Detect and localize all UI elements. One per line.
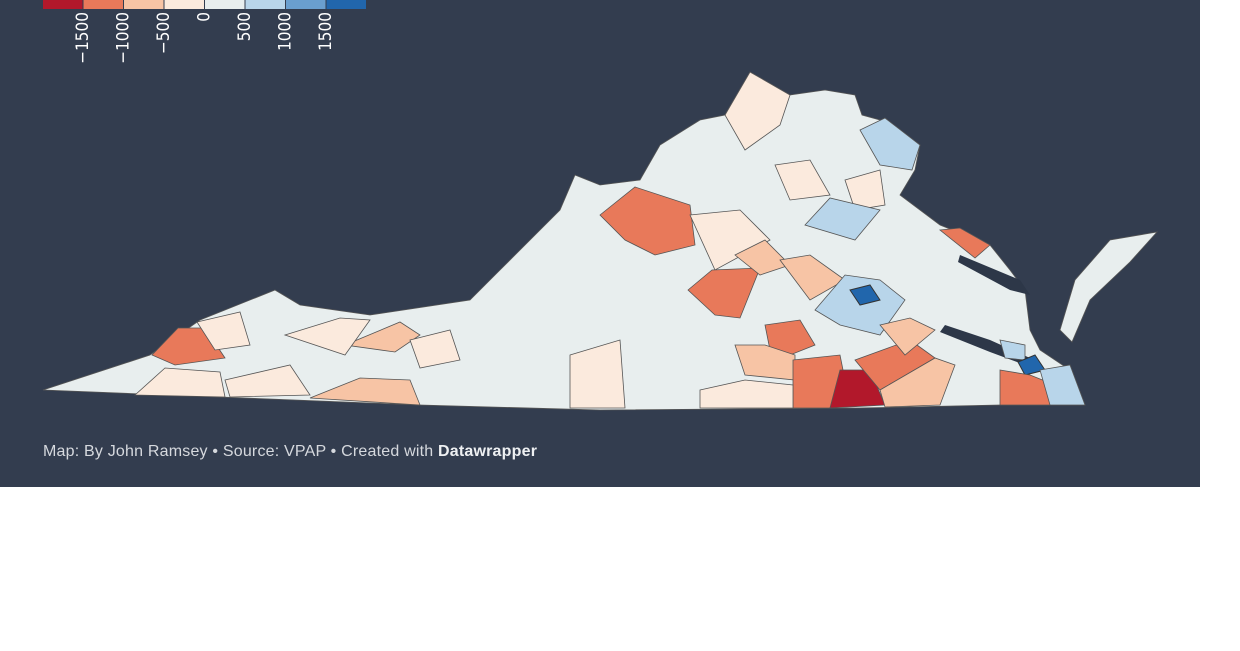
legend-label: −1500 (73, 12, 93, 64)
legend-swatch (326, 0, 366, 9)
legend-swatch (83, 0, 123, 9)
legend-label: −1000 (114, 12, 134, 64)
legend-label: −500 (154, 12, 174, 54)
brand: Datawrapper (438, 443, 538, 460)
credit: Map: By John Ramsey • Source: VPAP • Cre… (43, 443, 438, 460)
legend-label: 500 (235, 12, 255, 41)
legend-swatch (205, 0, 245, 9)
legend-label: 1000 (276, 12, 296, 51)
legend-swatch (164, 0, 204, 9)
legend-swatch (124, 0, 164, 9)
footer: Map: By John Ramsey • Source: VPAP • Cre… (43, 443, 537, 461)
legend: −1500 −1000 −500 0 500 1000 1500 (43, 0, 366, 64)
legend-swatch (43, 0, 83, 9)
map: −1500 −1000 −500 0 500 1000 1500 (42, 0, 1159, 411)
legend-swatch (245, 0, 285, 9)
legend-swatch (286, 0, 326, 9)
virginia-map (42, 71, 1159, 411)
legend-label: 1500 (316, 12, 336, 51)
legend-label: 0 (195, 12, 215, 22)
